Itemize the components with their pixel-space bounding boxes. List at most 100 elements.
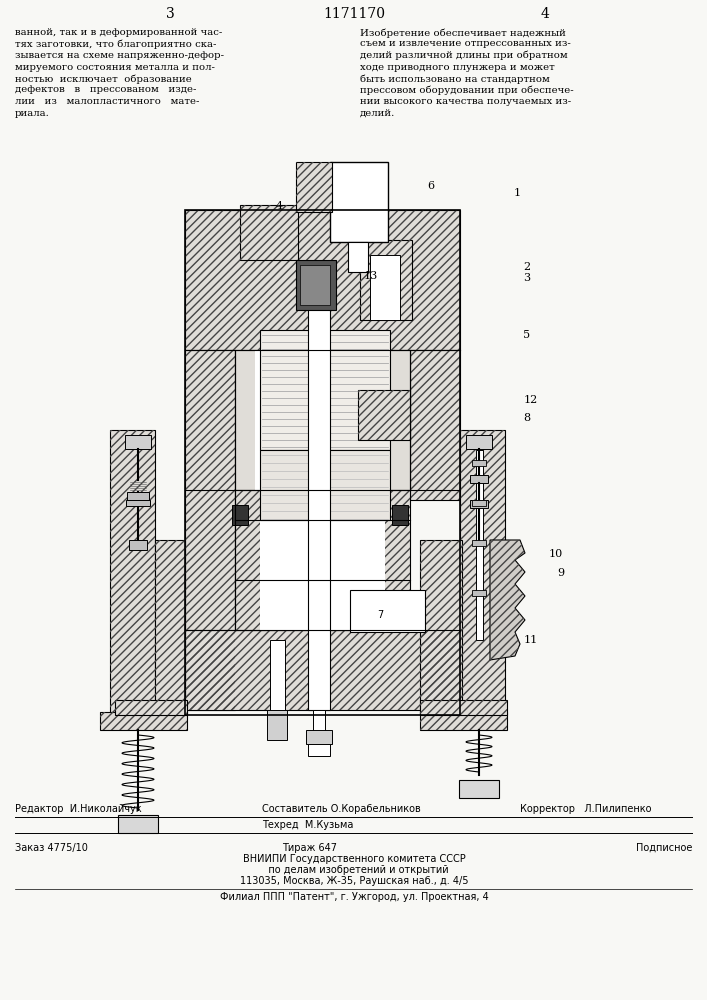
Bar: [306, 730, 332, 744]
Text: 12: 12: [523, 395, 537, 405]
Bar: [118, 815, 158, 833]
Bar: [459, 780, 499, 798]
Bar: [185, 210, 460, 350]
Text: прессовом оборудовании при обеспече-: прессовом оборудовании при обеспече-: [360, 86, 573, 95]
Bar: [350, 590, 425, 632]
Bar: [308, 272, 330, 710]
Text: Подписное: Подписное: [636, 843, 692, 853]
Bar: [300, 265, 330, 305]
Text: 2: 2: [523, 262, 530, 272]
Text: 3: 3: [523, 273, 530, 283]
Text: Филиал ППП "Патент", г. Ужгород, ул. Проектная, 4: Филиал ППП "Патент", г. Ужгород, ул. Про…: [220, 892, 489, 902]
Text: 8: 8: [523, 413, 530, 423]
Text: 4: 4: [276, 201, 283, 211]
Text: Техред  М.Кузьма: Техред М.Кузьма: [262, 820, 354, 830]
Text: 3: 3: [165, 7, 175, 21]
Bar: [240, 205, 298, 260]
Bar: [420, 540, 462, 715]
Bar: [420, 712, 507, 730]
Bar: [235, 490, 410, 630]
Text: Изобретение обеспечивает надежный: Изобретение обеспечивает надежный: [360, 28, 566, 37]
Text: дефектов   в   прессованом   изде-: дефектов в прессованом изде-: [15, 86, 197, 95]
Text: лии   из   малопластичного   мате-: лии из малопластичного мате-: [15, 97, 199, 106]
Bar: [235, 350, 410, 490]
Text: нии высокого качества получаемых из-: нии высокого качества получаемых из-: [360, 97, 571, 106]
Text: делий.: делий.: [360, 108, 395, 117]
Text: Заказ 4775/10: Заказ 4775/10: [15, 843, 88, 853]
Bar: [360, 240, 412, 320]
Text: 10: 10: [549, 549, 563, 559]
Bar: [270, 640, 285, 710]
Bar: [330, 162, 388, 242]
Bar: [185, 630, 460, 710]
Bar: [126, 500, 150, 506]
Bar: [370, 255, 400, 320]
Bar: [232, 505, 248, 525]
Bar: [313, 710, 325, 755]
Text: ВНИИПИ Государственного комитета СССР: ВНИИПИ Государственного комитета СССР: [243, 854, 465, 864]
Bar: [476, 450, 483, 640]
Bar: [358, 390, 410, 440]
Bar: [260, 330, 390, 450]
Bar: [420, 700, 507, 715]
Bar: [466, 435, 492, 449]
Bar: [267, 710, 287, 740]
Bar: [410, 350, 460, 500]
Text: Корректор   Л.Пилипенко: Корректор Л.Пилипенко: [520, 804, 651, 814]
Bar: [348, 242, 368, 272]
Bar: [127, 492, 149, 500]
Text: 6: 6: [427, 181, 434, 191]
Text: тях заготовки, что благоприятно ска-: тях заготовки, что благоприятно ска-: [15, 39, 216, 49]
Bar: [260, 450, 390, 520]
Bar: [296, 260, 336, 310]
Bar: [460, 430, 505, 715]
Text: мируемого состояния металла и пол-: мируемого состояния металла и пол-: [15, 62, 215, 72]
Text: Тираж 647: Тираж 647: [283, 843, 337, 853]
Bar: [296, 162, 332, 212]
Bar: [472, 590, 486, 596]
Text: 5: 5: [523, 330, 530, 340]
Bar: [360, 240, 412, 320]
Bar: [155, 540, 185, 715]
Bar: [235, 490, 410, 630]
Bar: [125, 435, 151, 449]
Text: 113035, Москва, Ж-35, Раушская наб., д. 4/5: 113035, Москва, Ж-35, Раушская наб., д. …: [240, 876, 468, 886]
Text: быть использовано на стандартном: быть использовано на стандартном: [360, 74, 550, 84]
Bar: [110, 430, 155, 715]
Bar: [255, 350, 390, 490]
Text: Составитель О.Корабельников: Составитель О.Корабельников: [262, 804, 421, 814]
Bar: [470, 500, 488, 508]
Bar: [358, 390, 410, 440]
Text: 9: 9: [557, 568, 564, 578]
Bar: [420, 712, 507, 730]
Bar: [129, 540, 147, 550]
Bar: [470, 475, 488, 483]
Bar: [185, 210, 460, 715]
Text: ходе приводного плунжера и может: ходе приводного плунжера и может: [360, 62, 555, 72]
Bar: [115, 700, 187, 715]
Text: съем и извлечение отпрессованных из-: съем и извлечение отпрессованных из-: [360, 39, 571, 48]
Bar: [240, 205, 298, 260]
Bar: [185, 210, 460, 350]
Bar: [392, 505, 408, 525]
Bar: [296, 162, 332, 212]
Bar: [185, 630, 460, 710]
Text: 4: 4: [541, 7, 549, 21]
Bar: [110, 430, 155, 715]
Text: по делам изобретений и открытий: по делам изобретений и открытий: [259, 865, 449, 875]
Bar: [472, 540, 486, 546]
Bar: [100, 712, 187, 730]
Bar: [472, 500, 486, 506]
Text: ванной, так и в деформированной час-: ванной, так и в деформированной час-: [15, 28, 222, 37]
Bar: [260, 510, 385, 630]
Bar: [460, 430, 505, 715]
Text: зывается на схеме напряженно-дефор-: зывается на схеме напряженно-дефор-: [15, 51, 224, 60]
Bar: [155, 540, 185, 715]
Bar: [420, 700, 507, 715]
Text: 11: 11: [523, 635, 537, 645]
Bar: [115, 700, 187, 715]
Bar: [308, 744, 330, 756]
Bar: [185, 350, 235, 710]
Text: риала.: риала.: [15, 108, 50, 117]
Bar: [420, 540, 462, 715]
